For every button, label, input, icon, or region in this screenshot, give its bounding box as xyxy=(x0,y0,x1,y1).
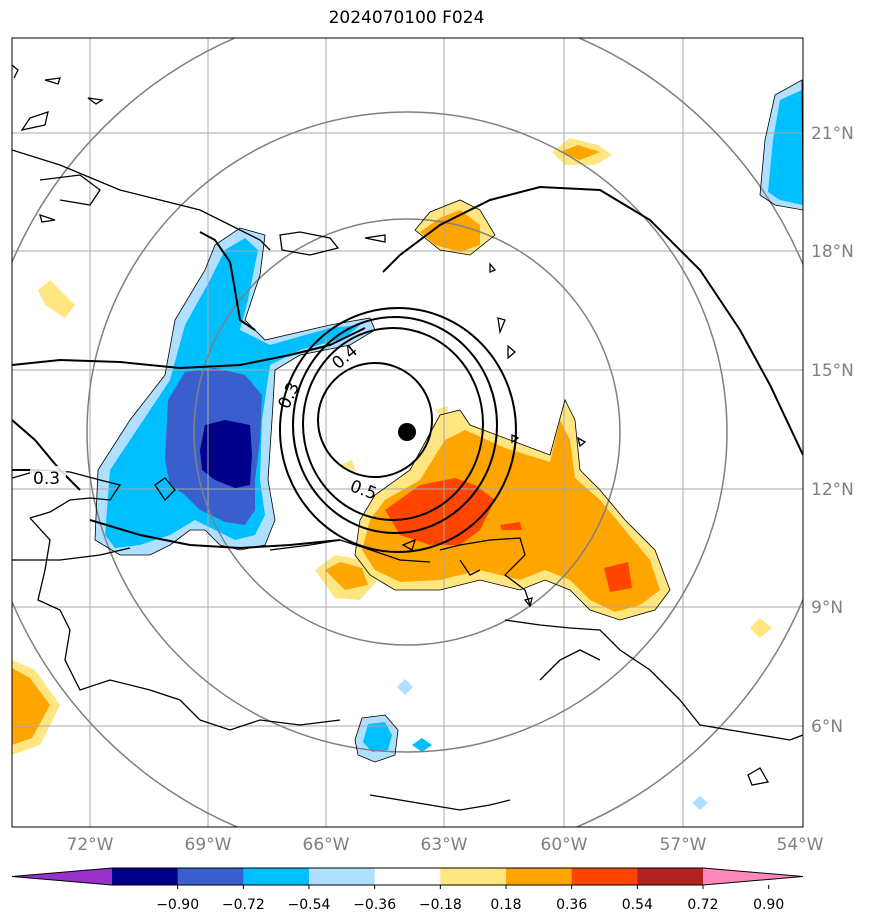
map-area: 0.3 0.3 0.4 0.5 xyxy=(12,38,803,827)
colorbar-extend-min xyxy=(12,868,112,885)
colorbar-tick-label: 0.54 xyxy=(622,897,653,913)
colorbar-segment xyxy=(374,868,441,885)
colorbar-segment xyxy=(309,868,376,885)
colorbar-segment xyxy=(440,868,507,885)
colorbar-tick-label: −0.54 xyxy=(288,897,331,913)
contour-label: 0.3 xyxy=(33,469,60,489)
shading-outlines xyxy=(94,79,803,763)
positive-anomaly-shading xyxy=(12,138,772,755)
colorbar-outline xyxy=(11,867,804,886)
lon-label: 57°W xyxy=(660,835,707,855)
colorbar-tick-label: −0.36 xyxy=(353,897,396,913)
map-frame xyxy=(11,37,804,828)
range-rings xyxy=(12,38,803,827)
storm-center-marker xyxy=(398,423,416,441)
colorbar-ticks: −0.90 −0.72 −0.54 −0.36 −0.18 0.18 0.36 0.54 0.7… xyxy=(156,885,784,913)
colorbar-segment xyxy=(177,868,244,885)
lat-label: 12°N xyxy=(811,480,854,500)
lat-label: 15°N xyxy=(811,361,854,381)
lon-label: 72°W xyxy=(67,835,114,855)
lat-label: 9°N xyxy=(811,598,843,618)
lon-label: 63°W xyxy=(421,835,468,855)
colorbar xyxy=(11,867,804,886)
colorbar-tick-label: 0.72 xyxy=(687,897,718,913)
lon-label: 69°W xyxy=(185,835,232,855)
heavy-contours xyxy=(12,185,803,553)
lon-label: 54°W xyxy=(777,835,824,855)
colorbar-tick-label: −0.18 xyxy=(419,897,462,913)
colorbar-tick-label: 0.36 xyxy=(556,897,587,913)
colorbar-tick-label: −0.90 xyxy=(156,897,199,913)
negative-anomaly-shading xyxy=(95,80,803,810)
colorbar-tick-label: −0.72 xyxy=(222,897,265,913)
map-title: 2024070100 F024 xyxy=(328,8,485,28)
colorbar-extend-max xyxy=(703,868,803,885)
coastlines xyxy=(12,64,803,811)
lat-label: 6°N xyxy=(811,717,843,737)
colorbar-tick-label: 0.90 xyxy=(753,897,784,913)
lat-label: 21°N xyxy=(811,124,854,144)
lat-label: 18°N xyxy=(811,242,854,262)
colorbar-tick-label: 0.18 xyxy=(490,897,521,913)
latitude-labels: 21°N 18°N 15°N 12°N 9°N 6°N xyxy=(811,124,854,737)
longitude-labels: 72°W 69°W 66°W 63°W 60°W 57°W 54°W xyxy=(67,835,824,855)
lon-label: 66°W xyxy=(303,835,350,855)
lon-label: 60°W xyxy=(541,835,588,855)
colorbar-segment xyxy=(637,868,704,885)
colorbar-segment xyxy=(506,868,573,885)
colorbar-segment xyxy=(243,868,310,885)
colorbar-segment xyxy=(571,868,638,885)
colorbar-segment xyxy=(112,868,179,885)
